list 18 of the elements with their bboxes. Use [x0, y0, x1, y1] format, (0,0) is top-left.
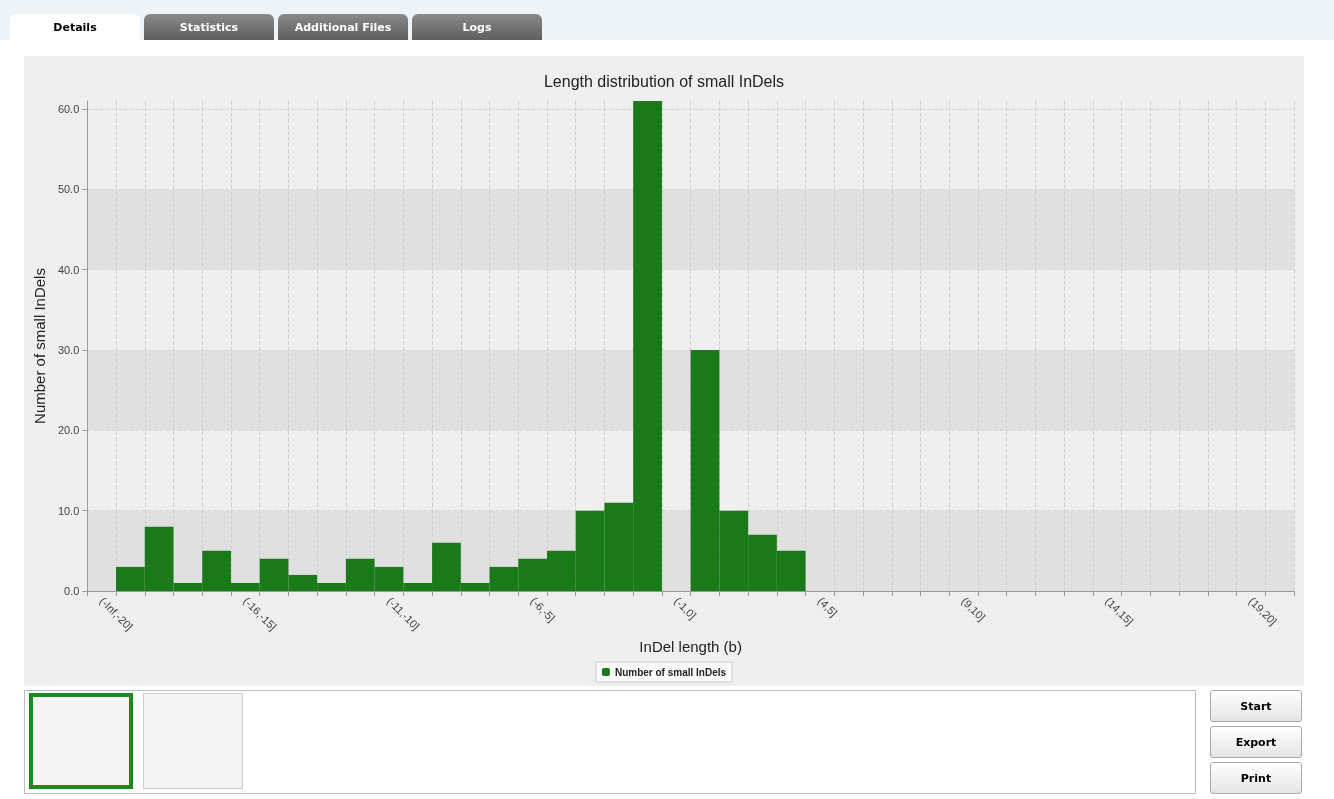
y-tick-label: 10.0 — [57, 504, 80, 517]
text: Statistics — [144, 14, 274, 40]
y-tick-label: 50.0 — [57, 183, 80, 196]
text: Logs — [412, 14, 542, 40]
y-tick-label: 30.0 — [57, 344, 80, 357]
text: Start — [1210, 690, 1302, 722]
text: Additional Files — [278, 14, 408, 40]
y-tick-label: 0.0 — [64, 585, 80, 597]
text: Details — [10, 14, 140, 40]
y-tick-label: 20.0 — [57, 424, 80, 437]
text: Export — [1210, 726, 1302, 758]
y-axis-title: Number of small InDels — [31, 268, 48, 424]
text: Print — [1210, 762, 1302, 794]
x-axis-title: InDel length (b) — [639, 638, 742, 656]
y-tick-label: 60.0 — [57, 103, 80, 116]
chart-title: Length distribution of small InDels — [543, 72, 785, 90]
legend-label: Number of small InDels — [614, 666, 727, 678]
y-tick-label: 40.0 — [57, 263, 80, 276]
